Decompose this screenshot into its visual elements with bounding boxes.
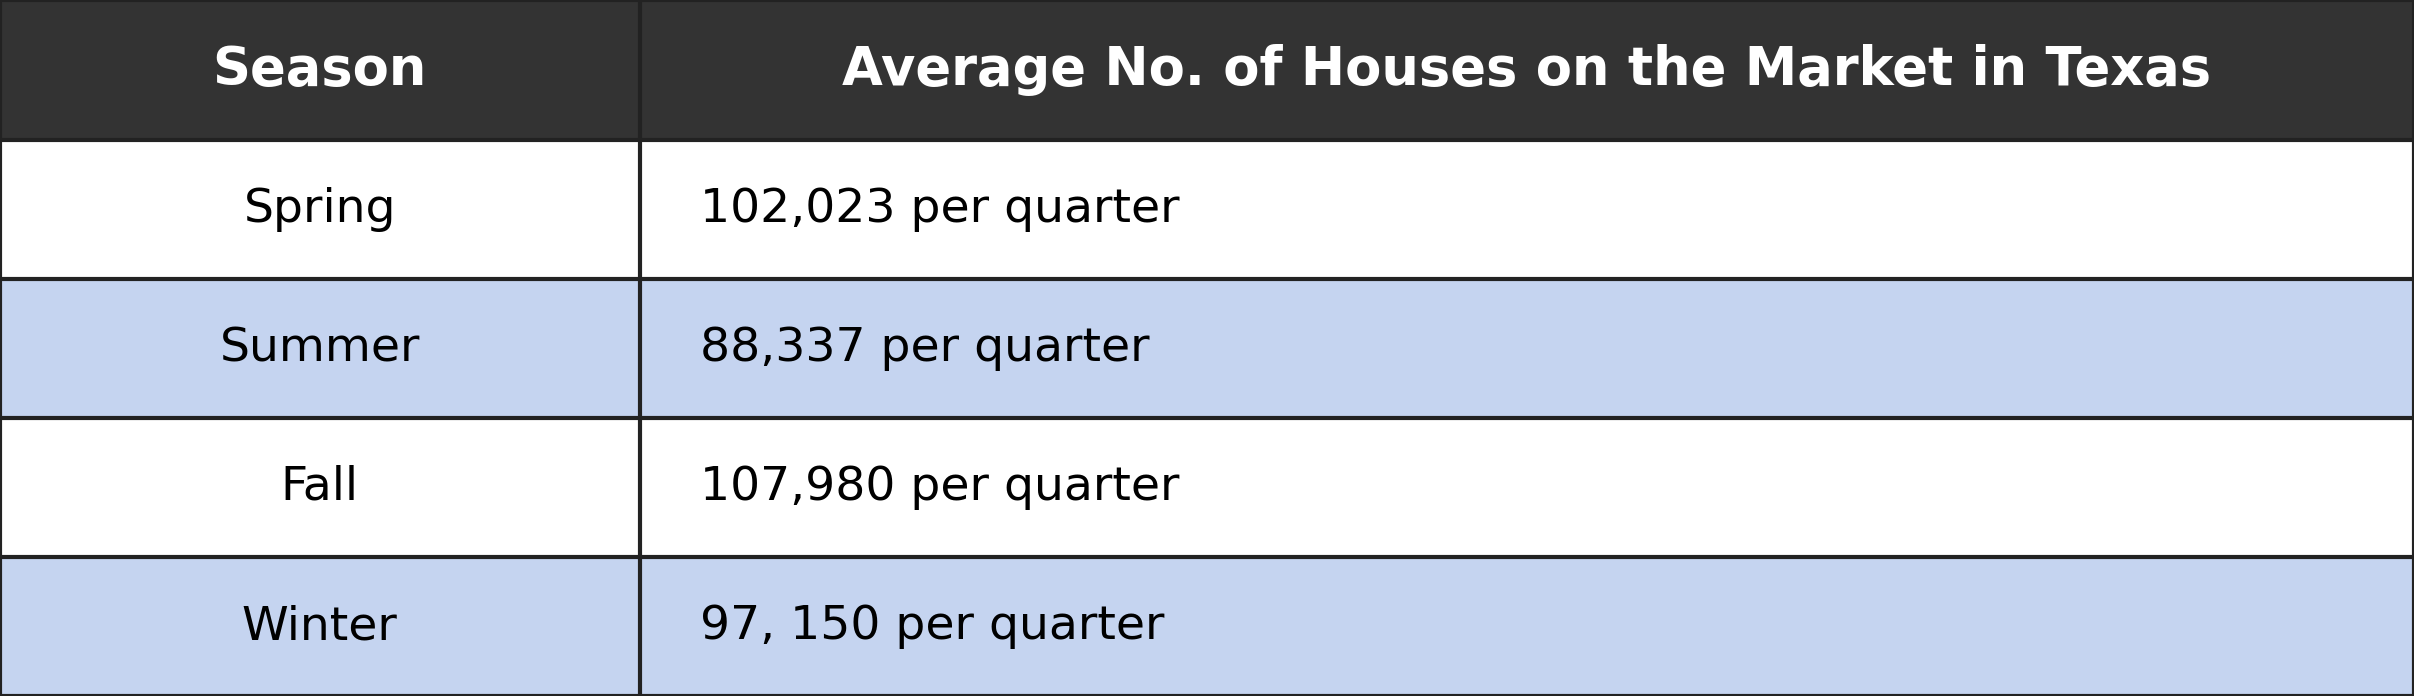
Text: 88,337 per quarter: 88,337 per quarter <box>700 326 1149 371</box>
Text: Winter: Winter <box>241 604 398 649</box>
Text: 107,980 per quarter: 107,980 per quarter <box>700 465 1180 510</box>
Text: Spring: Spring <box>244 187 396 232</box>
Bar <box>0 418 2414 557</box>
Text: Season: Season <box>212 44 427 96</box>
Text: Average No. of Houses on the Market in Texas: Average No. of Houses on the Market in T… <box>842 44 2211 96</box>
Bar <box>0 557 2414 696</box>
Bar <box>0 279 2414 418</box>
Bar <box>0 140 2414 279</box>
Text: Fall: Fall <box>280 465 360 510</box>
Text: 102,023 per quarter: 102,023 per quarter <box>700 187 1180 232</box>
Text: Summer: Summer <box>220 326 420 371</box>
Text: 97, 150 per quarter: 97, 150 per quarter <box>700 604 1164 649</box>
Bar <box>0 0 2414 140</box>
